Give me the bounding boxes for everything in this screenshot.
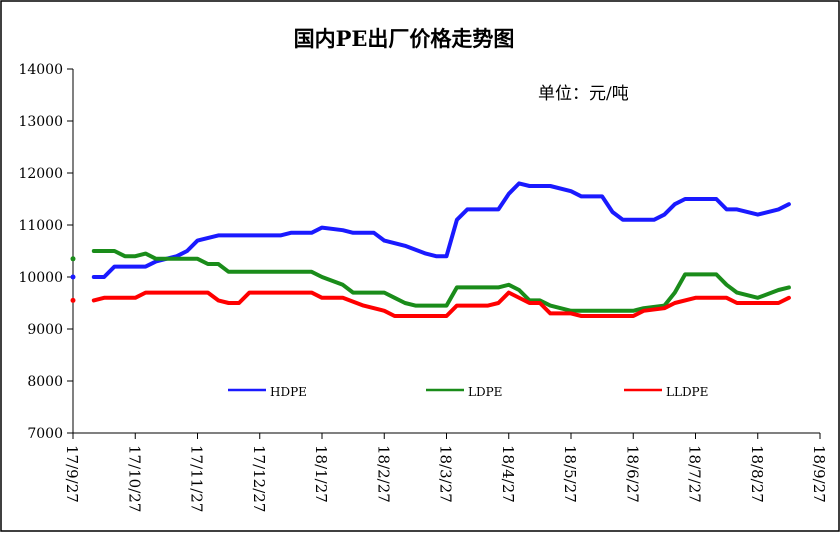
chart-title: 国内PE出厂价格走势图 xyxy=(294,26,515,51)
x-tick-label: 18/8/27 xyxy=(748,445,766,503)
y-tick-label: 13000 xyxy=(18,114,63,130)
x-tick-label: 17/9/27 xyxy=(63,445,81,503)
y-tick-label: 9000 xyxy=(27,322,63,338)
unit-note: 单位：元/吨 xyxy=(538,84,629,104)
series-line-lldpe xyxy=(91,290,791,318)
x-tick-label: 18/7/27 xyxy=(686,445,704,503)
y-tick-label: 12000 xyxy=(18,166,63,182)
x-tick-label: 18/4/27 xyxy=(499,445,517,503)
series-layer xyxy=(70,181,791,318)
axes: 7000 8000 9000 10000 11000 12000 13000 14000 17/… xyxy=(18,62,828,512)
x-tick-label: 17/11/27 xyxy=(188,445,206,512)
x-tick-label: 18/9/27 xyxy=(810,445,828,503)
y-tick-label: 14000 xyxy=(18,62,63,78)
x-tick-label: 17/10/27 xyxy=(125,445,143,512)
legend-label-ldpe: LDPE xyxy=(468,385,502,399)
series-start-point-ldpe xyxy=(70,256,76,262)
legend-label-lldpe: LLDPE xyxy=(666,385,708,399)
x-tick-label: 17/12/27 xyxy=(250,445,268,512)
legend: HDPE LDPE LLDPE xyxy=(228,385,708,399)
y-tick-label: 10000 xyxy=(18,270,63,286)
series-start-point-lldpe xyxy=(70,297,76,303)
y-tick-label: 11000 xyxy=(18,218,63,234)
x-tick-label: 18/2/27 xyxy=(374,445,392,503)
series-line-ldpe xyxy=(91,249,791,313)
series-line-hdpe xyxy=(91,181,791,279)
y-tick-label: 7000 xyxy=(27,426,63,442)
legend-label-hdpe: HDPE xyxy=(270,385,307,399)
y-tick-label: 8000 xyxy=(27,374,63,390)
x-tick-label: 18/3/27 xyxy=(437,445,455,503)
x-tick-label: 18/5/27 xyxy=(561,445,579,503)
x-tick-label: 18/6/27 xyxy=(623,445,641,503)
series-start-point-hdpe xyxy=(70,274,76,280)
x-tick-label: 18/1/27 xyxy=(312,445,330,503)
